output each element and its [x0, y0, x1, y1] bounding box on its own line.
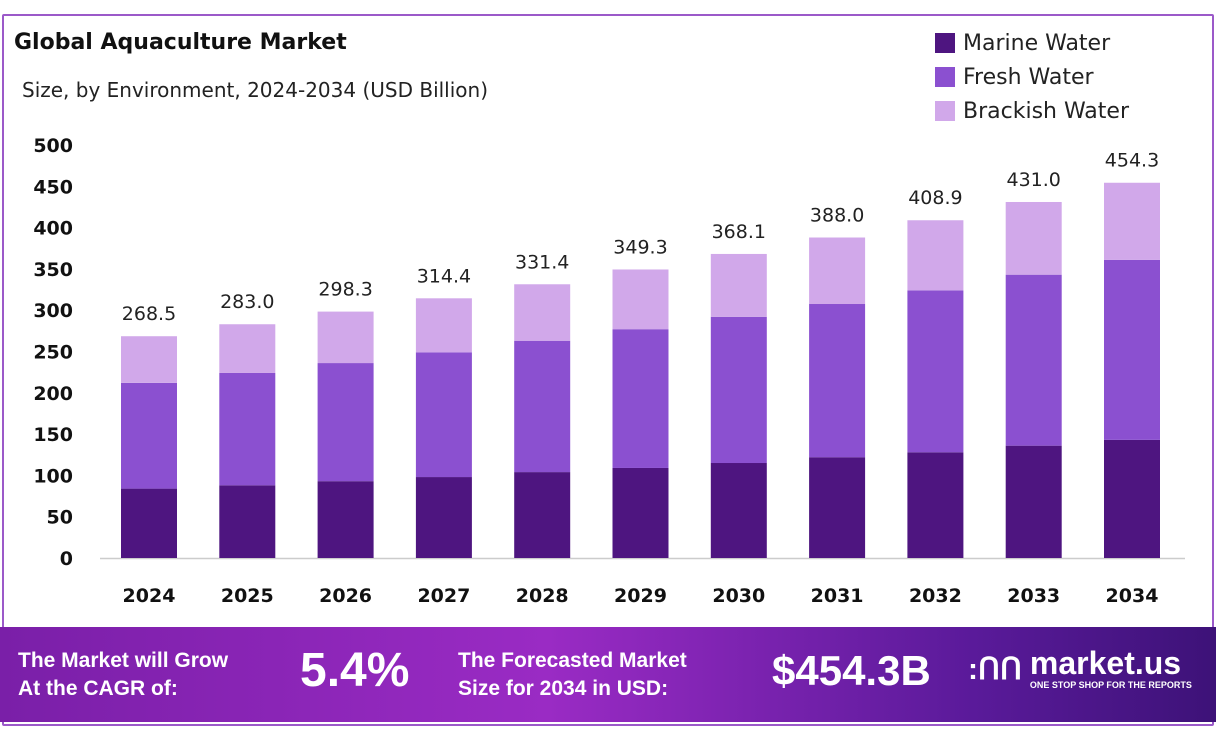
forecast-label: The Forecasted Market Size for 2034 in US…: [458, 647, 687, 703]
chart-subtitle: Size, by Environment, 2024-2034 (USD Bil…: [22, 78, 489, 102]
bar-segment-fresh-water: [219, 372, 276, 486]
bar-segment-brackish-water: [612, 269, 669, 330]
x-tick-label: 2034: [1106, 585, 1159, 607]
bar-segment-brackish-water: [710, 253, 767, 317]
bar-segment-brackish-water: [219, 324, 276, 373]
bar-segment-marine-water: [809, 457, 866, 558]
x-tick-label: 2032: [909, 585, 962, 607]
legend-label: Fresh Water: [963, 64, 1094, 90]
logo-icon: :ՈՈ: [968, 652, 1022, 686]
bar-segment-marine-water: [1104, 439, 1160, 558]
total-data-label: 298.3: [318, 279, 372, 301]
total-data-label: 349.3: [613, 236, 667, 258]
total-data-label: 283.0: [220, 291, 274, 313]
y-tick-label: 350: [33, 259, 73, 281]
bar-segment-marine-water: [415, 477, 472, 558]
total-data-label: 388.0: [810, 205, 864, 227]
bar-segment-brackish-water: [809, 237, 866, 305]
logo-text: market.us: [1029, 645, 1182, 681]
bar-segment-brackish-water: [121, 336, 177, 383]
bar-segment-fresh-water: [121, 382, 177, 489]
bar-segment-fresh-water: [907, 290, 964, 453]
legend-swatch: [935, 101, 955, 121]
y-tick-label: 50: [47, 507, 73, 529]
x-tick-label: 2028: [516, 585, 569, 607]
y-tick-label: 0: [60, 548, 73, 570]
logo-tagline: ONE STOP SHOP FOR THE REPORTS: [1029, 680, 1192, 690]
total-data-label: 314.4: [417, 265, 471, 287]
bar-chart: 0 50 100 150 200 250 300 350 400 450 500 268.5 2024 2…: [33, 135, 1185, 607]
bar-segment-fresh-water: [317, 363, 374, 482]
legend-label: Brackish Water: [963, 98, 1129, 124]
bar-segment-marine-water: [317, 481, 374, 558]
total-data-label: 454.3: [1105, 150, 1159, 172]
total-data-label: 408.9: [908, 187, 962, 209]
bar-segment-fresh-water: [514, 340, 571, 473]
bar-segment-marine-water: [612, 467, 669, 558]
cagr-label-line: At the CAGR of:: [18, 677, 178, 700]
bar-segment-brackish-water: [514, 284, 571, 341]
chart-title: Global Aquaculture Market: [14, 30, 347, 55]
y-tick-label: 300: [33, 300, 73, 322]
bar-segment-marine-water: [219, 485, 276, 558]
legend-item-fresh: Fresh Water: [935, 60, 1129, 94]
bar-segment-marine-water: [1005, 445, 1062, 558]
chart-frame: [2, 14, 1214, 726]
bar-segment-fresh-water: [710, 316, 767, 464]
x-tick-label: 2027: [417, 585, 470, 607]
forecast-label-line: Size for 2034 in USD:: [458, 677, 669, 700]
y-tick-label: 100: [33, 465, 73, 487]
market-us-logo: :ՈՈ market.us ONE STOP SHOP FOR THE REPOR…: [968, 647, 1192, 691]
bar-segment-marine-water: [121, 488, 177, 558]
bar-segment-brackish-water: [317, 311, 374, 364]
legend-swatch: [935, 33, 955, 53]
bar-segment-brackish-water: [1104, 182, 1160, 260]
bar-segment-marine-water: [710, 463, 767, 558]
bar-segment-fresh-water: [809, 304, 866, 458]
x-tick-label: 2030: [712, 585, 765, 607]
bar-segment-brackish-water: [1005, 201, 1062, 275]
y-tick-label: 150: [33, 424, 73, 446]
y-tick-label: 250: [33, 342, 73, 364]
cagr-label-line: The Market will Grow: [18, 649, 229, 672]
bar-segment-marine-water: [907, 452, 964, 558]
x-tick-label: 2025: [221, 585, 274, 607]
x-tick-label: 2026: [319, 585, 372, 607]
y-tick-label: 400: [33, 218, 73, 240]
legend-swatch: [935, 67, 955, 87]
y-tick-label: 450: [33, 176, 73, 198]
legend-item-marine: Marine Water: [935, 26, 1129, 60]
footer-banner: The Market will Grow At the CAGR of: 5.4%…: [0, 627, 1216, 722]
legend-item-brackish: Brackish Water: [935, 94, 1129, 128]
total-data-label: 268.5: [122, 303, 176, 325]
y-tick-label: 500: [33, 135, 73, 157]
total-data-label: 331.4: [515, 251, 569, 273]
x-tick-label: 2024: [123, 585, 176, 607]
bar-segment-fresh-water: [1104, 259, 1160, 440]
bar-segment-fresh-water: [1005, 274, 1062, 446]
forecast-value: $454.3B: [772, 647, 931, 694]
bar-segment-brackish-water: [415, 298, 472, 353]
forecast-label-line: The Forecasted Market: [458, 649, 687, 672]
bar-segment-brackish-water: [907, 220, 964, 291]
x-tick-label: 2031: [811, 585, 864, 607]
x-tick-label: 2029: [614, 585, 667, 607]
x-tick-label: 2033: [1007, 585, 1060, 607]
cagr-value: 5.4%: [300, 644, 410, 697]
total-data-label: 431.0: [1006, 169, 1060, 191]
bar-segment-marine-water: [514, 472, 571, 558]
total-data-label: 368.1: [712, 221, 766, 243]
legend-label: Marine Water: [963, 30, 1111, 56]
legend: Marine Water Fresh Water Brackish Water: [935, 26, 1129, 128]
bar-segment-fresh-water: [415, 352, 472, 478]
cagr-label: The Market will Grow At the CAGR of:: [18, 647, 228, 703]
y-tick-label: 200: [33, 383, 73, 405]
bar-segment-fresh-water: [612, 329, 669, 468]
